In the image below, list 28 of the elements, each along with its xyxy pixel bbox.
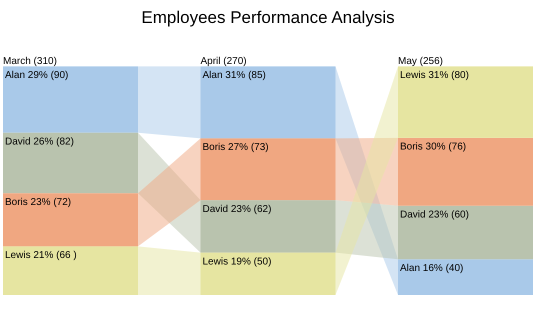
series-label: Alan [5,70,26,82]
text: David [202,204,228,215]
data-label: 31% (80) [428,70,469,82]
text: Alan [202,70,223,82]
data-label: 31% (85) [225,70,266,82]
data-label: 29% (90) [28,70,68,82]
category-label: March (310) [3,56,57,68]
category-label: May (256) [398,56,444,68]
data-label: 23% (72) [30,196,72,208]
text: David [400,209,426,220]
data-label: 19% (50) [230,256,272,268]
category-label: April (270) [200,56,247,68]
data-label: 30% (76) [426,142,466,153]
data-label: 16% (40) [422,263,464,274]
text: Lewis [400,70,426,82]
series-label: Boris [5,196,28,208]
text: Boris [202,142,226,154]
data-label: 23% (62) [230,204,272,215]
data-label: 23% (60) [428,209,469,220]
series-label: Lewis [5,250,31,262]
text: Lewis [202,256,228,268]
text: Boris [400,142,423,153]
data-label: 26% (82) [33,136,74,148]
data-label: 27% (73) [228,142,269,154]
text: Alan [400,263,420,274]
text: Employees Performance Analysis [141,8,395,27]
data-label: 21% (66 ) [33,250,77,262]
series-label: David [5,136,31,148]
